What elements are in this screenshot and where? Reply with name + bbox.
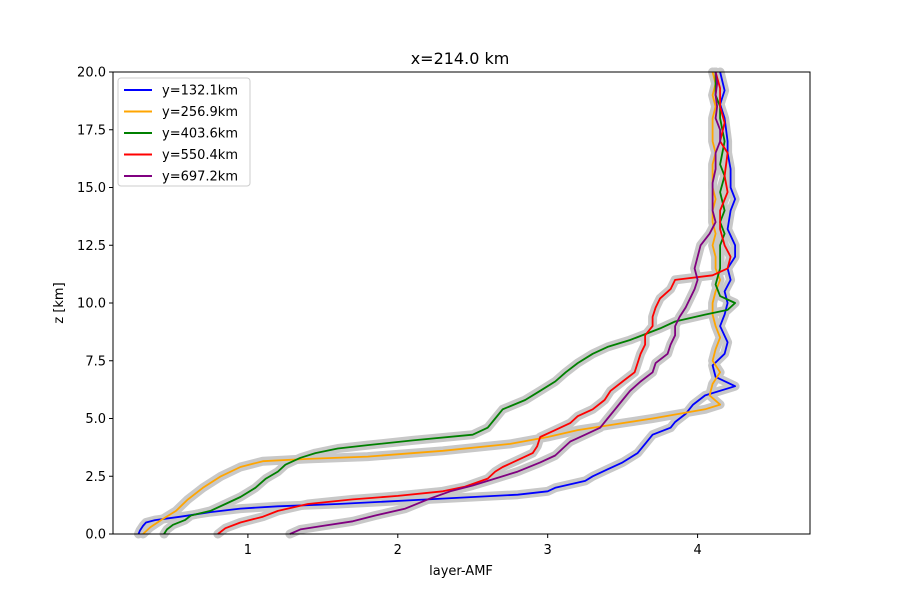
series-line [163,72,736,535]
x-tick-label: 3 [544,543,552,558]
legend-box [117,77,251,187]
y-axis: 0.0 2.5 5.0 7.5 10.0 12.5 15.0 17.5 20.0 [77,66,113,543]
series-line [137,71,736,535]
x-tick-label: 1 [244,543,252,558]
x-tick-label: 4 [693,543,701,558]
series-layer [137,71,736,535]
y-tick-label: 5.0 [85,412,106,427]
legend-entry: y=697.2km [162,170,238,185]
x-tick-label: 2 [394,543,402,558]
series-line [289,71,721,535]
y-tick-label: 20.0 [77,66,106,81]
y-axis-label: z [km] [52,282,67,323]
legend-entry: y=550.4km [162,148,238,163]
y-tick-label: 12.5 [77,239,106,254]
x-axis: 1 2 3 4 [244,534,702,558]
legend-entry: y=403.6km [162,127,238,142]
legend-entry: y=256.9km [162,105,238,120]
x-axis-label: layer-AMF [429,564,493,579]
chart-title: x=214.0 km [411,49,510,68]
legend: y=132.1km y=256.9km y=403.6km y=550.4km y=69… [117,77,251,187]
y-tick-label: 15.0 [77,181,106,196]
series-line [217,71,732,535]
y-tick-label: 17.5 [77,123,106,138]
series-line [142,71,721,535]
y-tick-label: 0.0 [85,528,106,543]
y-tick-label: 10.0 [77,297,106,312]
y-tick-label: 2.5 [85,470,106,485]
y-tick-label: 7.5 [85,354,106,369]
legend-entry: y=132.1km [162,84,238,99]
